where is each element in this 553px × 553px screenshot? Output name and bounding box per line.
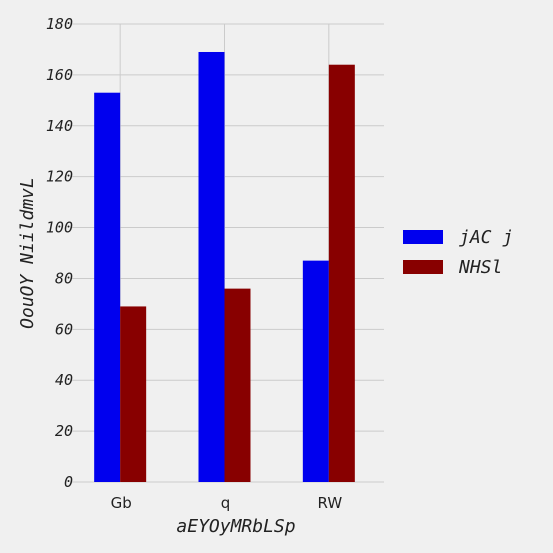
x-tick-label: Gb	[111, 494, 132, 512]
legend-swatch	[403, 260, 443, 274]
legend-label: NHSl	[458, 257, 502, 278]
y-tick-label: 0	[64, 473, 73, 491]
bars	[94, 51, 355, 482]
y-tick-label: 160	[46, 66, 73, 84]
x-tick-label: q	[221, 494, 231, 512]
y-tick-label: 20	[55, 422, 73, 440]
y-tick-label: 60	[55, 320, 73, 338]
x-axis-title: aEYOyMRbLSp	[176, 516, 295, 537]
legend-swatch	[403, 230, 443, 244]
bar-jac-j-rw	[302, 260, 329, 482]
y-tick-label: 80	[55, 269, 73, 287]
y-tick-label: 140	[46, 117, 73, 135]
bar-jac-j-q	[198, 51, 225, 482]
y-tick-label: 40	[55, 371, 73, 389]
legend-label: jAC j	[459, 227, 513, 248]
y-axis-title: OouOY NiildmvL	[17, 177, 38, 329]
y-axis-ticks: 0 20 40 60 80 100 120 140 160 180	[46, 15, 73, 491]
bar-nhsl-gb	[120, 306, 147, 482]
bar-nhsl-q	[224, 288, 251, 482]
y-tick-label: 180	[46, 15, 73, 33]
bar-jac-j-gb	[94, 92, 121, 482]
y-tick-label: 100	[46, 219, 73, 237]
bar-nhsl-rw	[328, 64, 355, 482]
legend: jAC j NHSl	[403, 227, 513, 278]
x-tick-label: RW	[318, 494, 343, 512]
x-axis-ticks: Gb q RW	[111, 494, 343, 512]
y-tick-label: 120	[46, 168, 73, 186]
